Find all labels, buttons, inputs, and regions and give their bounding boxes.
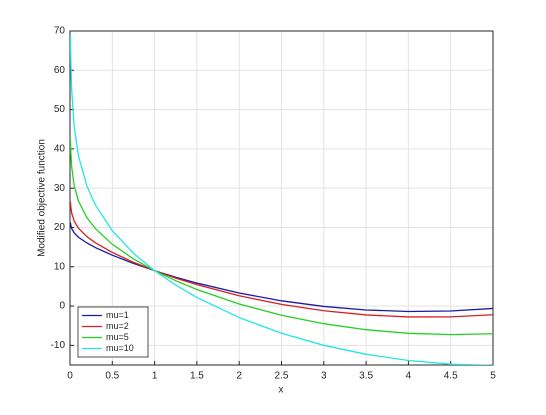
- y-tick-label: 60: [54, 65, 66, 76]
- y-tick-label: 40: [54, 144, 66, 155]
- y-tick-label: 50: [54, 104, 66, 115]
- legend-label: mu=10: [106, 343, 134, 353]
- x-tick-label: 0: [67, 371, 73, 382]
- y-tick-label: 0: [59, 301, 65, 312]
- x-tick-label: 2.5: [275, 371, 289, 382]
- x-tick-label: 2: [236, 371, 242, 382]
- x-tick-label: 1.5: [190, 371, 204, 382]
- x-tick-label: 5: [490, 371, 496, 382]
- y-tick-label: 70: [54, 26, 66, 37]
- legend-label: mu=2: [106, 321, 129, 331]
- series-line: [70, 35, 493, 365]
- y-tick-label: -10: [51, 340, 66, 351]
- x-tick-label: 4: [406, 371, 412, 382]
- x-tick-label: 3: [321, 371, 327, 382]
- y-tick-label: 20: [54, 222, 66, 233]
- plot-lines: [70, 35, 493, 365]
- legend-label: mu=5: [106, 332, 129, 342]
- x-tick-label: 4.5: [444, 371, 458, 382]
- y-tick-label: 10: [54, 261, 66, 272]
- axes-box: [69, 30, 494, 366]
- x-tick-label: 1: [152, 371, 158, 382]
- legend-label: mu=1: [106, 310, 129, 320]
- y-axis-label: Modified objective function: [37, 139, 48, 257]
- y-tick-label: 30: [54, 183, 66, 194]
- x-tick-label: 0.5: [105, 371, 119, 382]
- x-axis-label: x: [279, 385, 284, 396]
- x-tick-label: 3.5: [359, 371, 373, 382]
